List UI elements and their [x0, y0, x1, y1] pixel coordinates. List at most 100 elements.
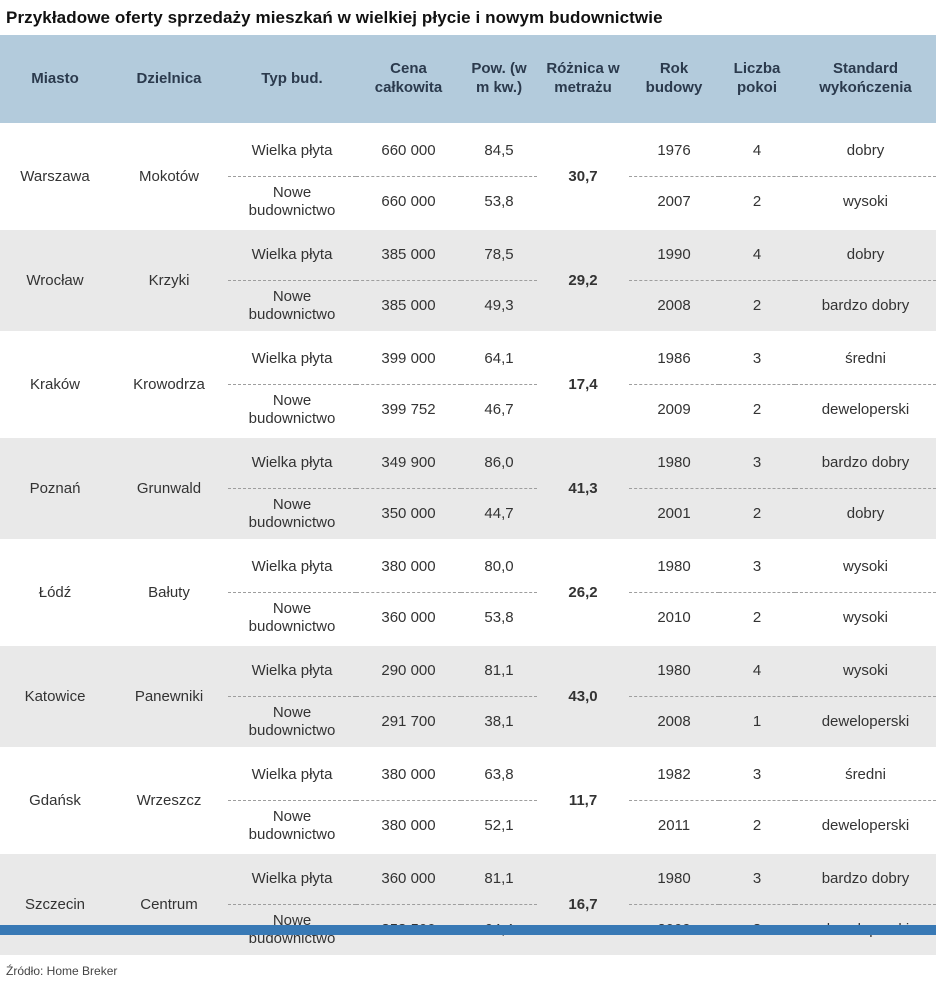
city-cell: Łódź [0, 540, 110, 646]
standard-cell: deweloperski [795, 800, 936, 854]
area-cell: 53,8 [461, 592, 537, 646]
year-cell: 1980 [629, 852, 719, 905]
area-cell: 81,1 [461, 852, 537, 905]
district-cell: Mokotów [110, 124, 228, 230]
type-cell: Nowe budownictwo [228, 488, 356, 542]
price-cell: 360 000 [356, 852, 461, 905]
area-cell: 44,7 [461, 488, 537, 542]
standard-cell: bardzo dobry [795, 852, 936, 905]
type-cell: Nowe budownictwo [228, 592, 356, 646]
year-cell: 1982 [629, 748, 719, 801]
table-row: Nowe budownictwo 350 000 44,7 2001 2 dob… [0, 488, 936, 542]
district-cell: Krzyki [110, 228, 228, 334]
rooms-cell: 4 [719, 228, 795, 281]
page-title: Przykładowe oferty sprzedaży mieszkań w … [6, 8, 663, 27]
diff-cell: 41,3 [537, 436, 629, 542]
standard-cell: bardzo dobry [795, 436, 936, 489]
year-cell: 1976 [629, 124, 719, 177]
year-cell: 1980 [629, 540, 719, 593]
year-cell: 2001 [629, 488, 719, 542]
type-cell: Nowe budownictwo [228, 384, 356, 438]
col-header-pow: Pow. (w m kw.) [461, 35, 537, 126]
rooms-cell: 1 [719, 696, 795, 750]
table-row: Poznań Grunwald Wielka płyta 349 900 86,… [0, 436, 936, 542]
standard-cell: bardzo dobry [795, 280, 936, 334]
rooms-cell: 3 [719, 748, 795, 801]
col-header-pokoi: Liczba pokoi [719, 35, 795, 126]
diff-cell: 11,7 [537, 748, 629, 854]
price-cell: 385 000 [356, 280, 461, 334]
type-cell: Wielka płyta [228, 540, 356, 593]
table-row: Nowe budownictwo 380 000 52,1 2011 2 dew… [0, 800, 936, 854]
table-row: Szczecin Centrum Wielka płyta 360 000 81… [0, 852, 936, 958]
year-cell: 1990 [629, 228, 719, 281]
type-cell: Wielka płyta [228, 228, 356, 281]
type-cell: Wielka płyta [228, 332, 356, 385]
city-cell: Katowice [0, 644, 110, 750]
type-cell: Wielka płyta [228, 436, 356, 489]
area-cell: 81,1 [461, 644, 537, 697]
table-row: Nowe budownictwo 399 752 46,7 2009 2 dew… [0, 384, 936, 438]
rooms-cell: 3 [719, 540, 795, 593]
col-header-roznica: Różnica w metrażu [537, 35, 629, 126]
standard-cell: wysoki [795, 176, 936, 230]
district-cell: Grunwald [110, 436, 228, 542]
table-row: Katowice Panewniki Wielka płyta 290 000 … [0, 644, 936, 750]
rooms-cell: 4 [719, 644, 795, 697]
price-cell: 385 000 [356, 228, 461, 281]
table-row: Nowe budownictwo 360 000 53,8 2010 2 wys… [0, 592, 936, 646]
table-row: Warszawa Mokotów Wielka płyta 660 000 84… [0, 124, 936, 230]
city-cell: Warszawa [0, 124, 110, 230]
rooms-cell: 2 [719, 592, 795, 646]
price-cell: 380 000 [356, 540, 461, 593]
area-cell: 53,8 [461, 176, 537, 230]
price-cell: 380 000 [356, 800, 461, 854]
type-cell: Wielka płyta [228, 124, 356, 177]
city-cell: Wrocław [0, 228, 110, 334]
col-header-miasto: Miasto [0, 35, 110, 126]
standard-cell: wysoki [795, 644, 936, 697]
area-cell: 80,0 [461, 540, 537, 593]
rooms-cell: 2 [719, 488, 795, 542]
price-cell: 349 900 [356, 436, 461, 489]
table-row: Nowe budownictwo 385 000 49,3 2008 2 bar… [0, 280, 936, 334]
price-cell: 291 700 [356, 696, 461, 750]
price-cell: 380 000 [356, 748, 461, 801]
diff-cell: 16,7 [537, 852, 629, 958]
standard-cell: średni [795, 332, 936, 385]
year-cell: 2009 [629, 384, 719, 438]
district-cell: Bałuty [110, 540, 228, 646]
table-row: Wrocław Krzyki Wielka płyta 385 000 78,5… [0, 228, 936, 334]
rooms-cell: 2 [719, 280, 795, 334]
header-row: Miasto Dzielnica Typ bud. Cena całkowita… [0, 35, 936, 126]
district-cell: Krowodrza [110, 332, 228, 438]
type-cell: Nowe budownictwo [228, 696, 356, 750]
rooms-cell: 3 [719, 332, 795, 385]
year-cell: 1980 [629, 436, 719, 489]
area-cell: 84,5 [461, 124, 537, 177]
district-cell: Panewniki [110, 644, 228, 750]
price-cell: 399 000 [356, 332, 461, 385]
rooms-cell: 3 [719, 436, 795, 489]
city-cell: Kraków [0, 332, 110, 438]
col-header-typ-bud: Typ bud. [228, 35, 356, 126]
city-cell: Poznań [0, 436, 110, 542]
price-cell: 360 000 [356, 592, 461, 646]
city-cell: Szczecin [0, 852, 110, 958]
price-cell: 290 000 [356, 644, 461, 697]
standard-cell: dobry [795, 124, 936, 177]
table-row: Nowe budownictwo 291 700 38,1 2008 1 dew… [0, 696, 936, 750]
col-header-cena: Cena całkowita [356, 35, 461, 126]
diff-cell: 43,0 [537, 644, 629, 750]
area-cell: 46,7 [461, 384, 537, 438]
table-row: Nowe budownictwo 660 000 53,8 2007 2 wys… [0, 176, 936, 230]
standard-cell: dobry [795, 228, 936, 281]
diff-cell: 26,2 [537, 540, 629, 646]
standard-cell: wysoki [795, 540, 936, 593]
area-cell: 78,5 [461, 228, 537, 281]
type-cell: Nowe budownictwo [228, 280, 356, 334]
year-cell: 1980 [629, 644, 719, 697]
city-cell: Gdańsk [0, 748, 110, 854]
year-cell: 2007 [629, 176, 719, 230]
